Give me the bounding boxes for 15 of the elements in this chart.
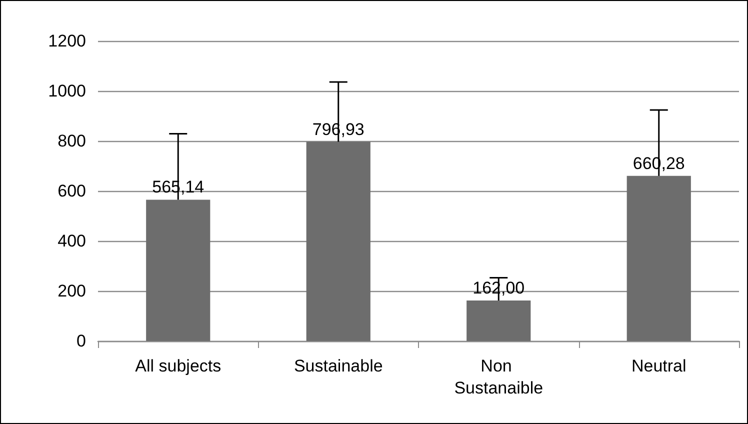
- y-tick-label: 200: [58, 282, 86, 300]
- y-tick-label: 800: [58, 132, 86, 150]
- bar: [466, 300, 531, 341]
- bar: [306, 142, 370, 341]
- y-tick-label: 0: [76, 332, 86, 350]
- y-tick-label: 1200: [48, 32, 86, 50]
- bar: [146, 200, 210, 341]
- bar: [626, 176, 691, 341]
- x-tick-label: All subjects: [135, 356, 222, 376]
- y-tick-label: 1000: [48, 82, 86, 100]
- y-tick-label: 400: [58, 232, 86, 250]
- y-tick-label: 600: [58, 182, 86, 200]
- x-tick-label: Non Sustanaible: [454, 356, 544, 398]
- x-tick-label: Sustainable: [294, 356, 383, 376]
- x-tick-label: Neutral: [631, 356, 686, 376]
